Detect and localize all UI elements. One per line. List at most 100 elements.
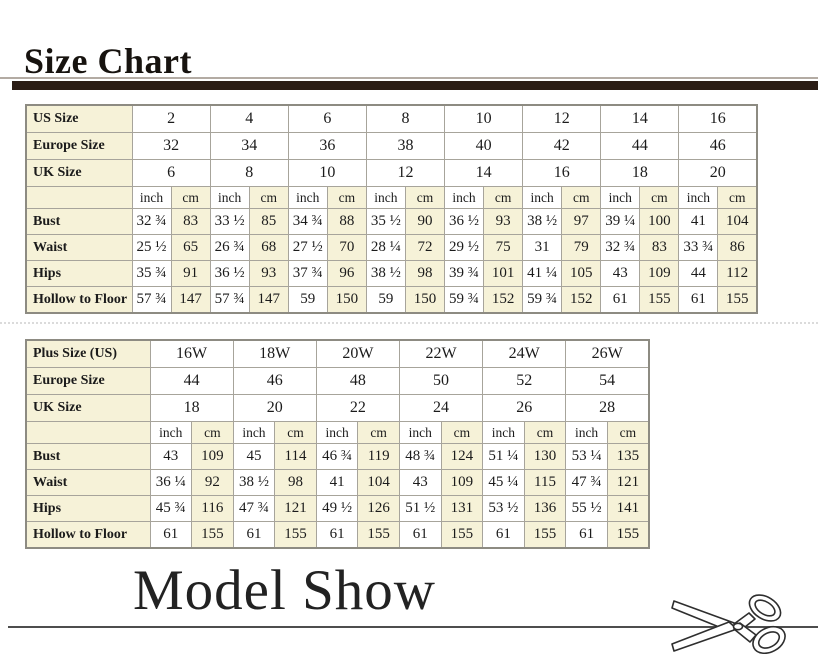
unit-label-cm: cm — [717, 186, 758, 209]
cm-value-cell: 109 — [639, 260, 680, 287]
title-divider-bar — [12, 81, 818, 90]
size-value-cell: 50 — [398, 367, 484, 395]
unit-label-cm: cm — [357, 421, 400, 444]
inch-value-cell: 61 — [149, 521, 193, 549]
size-value-cell: 46 — [678, 132, 758, 160]
cm-value-cell: 72 — [404, 234, 446, 261]
inch-value-cell: 55 ½ — [565, 495, 608, 522]
unit-row: inch cm inch cm inch cm inch cm inch cm inch cm — [25, 421, 650, 444]
unit-row-empty-cell — [25, 421, 151, 444]
size-value-cell: 22W — [398, 339, 484, 368]
inch-value-cell: 45 ¾ — [149, 495, 193, 522]
cm-value-cell: 97 — [561, 208, 602, 235]
inch-value-cell: 59 — [287, 286, 328, 314]
page-title: Size Chart — [24, 41, 192, 81]
inch-value-cell: 33 ¾ — [678, 234, 719, 261]
size-header-row: UK Size 18 20 22 24 26 28 — [25, 394, 650, 422]
measurement-row: Waist 25 ½ 65 26 ¾ 68 27 ½ 70 28 ¼ 72 29 ½ 75 31 79 3… — [25, 234, 758, 261]
size-value-cell: 54 — [565, 367, 650, 395]
cm-value-cell: 131 — [440, 495, 484, 522]
cm-value-cell: 155 — [274, 521, 317, 549]
row-label: Europe Size — [25, 367, 151, 395]
inch-value-cell: 38 ½ — [365, 260, 406, 287]
cm-value-cell: 155 — [440, 521, 484, 549]
size-value-cell: 20W — [315, 339, 400, 368]
size-value-cell: 6 — [287, 104, 367, 133]
measurement-row: Hollow to Floor 61 155 61 155 61 155 61 155 61 155… — [25, 521, 650, 549]
unit-label-inch: inch — [398, 421, 442, 444]
cm-value-cell: 141 — [606, 495, 650, 522]
inch-value-cell: 41 ¼ — [522, 260, 563, 287]
inch-value-cell: 39 ¾ — [443, 260, 485, 287]
inch-value-cell: 25 ½ — [131, 234, 172, 261]
inch-value-cell: 61 — [398, 521, 442, 549]
cm-value-cell: 119 — [357, 443, 400, 470]
size-value-cell: 18W — [232, 339, 317, 368]
cm-value-cell: 93 — [483, 208, 524, 235]
inch-value-cell: 35 ½ — [365, 208, 406, 235]
inch-value-cell: 29 ½ — [443, 234, 485, 261]
cm-value-cell: 109 — [191, 443, 234, 470]
cm-value-cell: 70 — [326, 234, 367, 261]
unit-label-cm: cm — [170, 186, 211, 209]
size-value-cell: 44 — [600, 132, 680, 160]
size-value-cell: 44 — [149, 367, 234, 395]
inch-value-cell: 43 — [398, 469, 442, 496]
inch-value-cell: 57 ¾ — [209, 286, 250, 314]
standard-sizes-table: US Size 2 4 6 8 10 12 14 16 Europe Size 32 34 36 38 40… — [25, 104, 758, 314]
cm-value-cell: 121 — [274, 495, 317, 522]
unit-label-cm: cm — [440, 421, 484, 444]
inch-value-cell: 46 ¾ — [315, 443, 359, 470]
inch-value-cell: 61 — [315, 521, 359, 549]
row-label: Bust — [25, 208, 133, 235]
cm-value-cell: 75 — [483, 234, 524, 261]
cm-value-cell: 68 — [248, 234, 289, 261]
inch-value-cell: 48 ¾ — [398, 443, 442, 470]
size-value-cell: 12 — [365, 159, 446, 187]
size-value-cell: 24 — [398, 394, 484, 422]
inch-value-cell: 59 ¾ — [522, 286, 563, 314]
inch-value-cell: 27 ½ — [287, 234, 328, 261]
cm-value-cell: 155 — [606, 521, 650, 549]
cm-value-cell: 96 — [326, 260, 367, 287]
cm-value-cell: 152 — [561, 286, 602, 314]
inch-value-cell: 34 ¾ — [287, 208, 328, 235]
cm-value-cell: 105 — [561, 260, 602, 287]
cm-value-cell: 155 — [191, 521, 234, 549]
cm-value-cell: 126 — [357, 495, 400, 522]
size-value-cell: 42 — [522, 132, 602, 160]
cm-value-cell: 88 — [326, 208, 367, 235]
size-value-cell: 14 — [443, 159, 524, 187]
cm-value-cell: 109 — [440, 469, 484, 496]
row-label: Europe Size — [25, 132, 133, 160]
inch-value-cell: 59 ¾ — [443, 286, 485, 314]
unit-label-cm: cm — [483, 186, 524, 209]
size-value-cell: 8 — [209, 159, 289, 187]
row-label: Hollow to Floor — [25, 521, 151, 549]
size-value-cell: 24W — [482, 339, 567, 368]
cm-value-cell: 98 — [404, 260, 446, 287]
row-label: Bust — [25, 443, 151, 470]
unit-label-inch: inch — [565, 421, 608, 444]
inch-value-cell: 32 ¾ — [131, 208, 172, 235]
cm-value-cell: 83 — [170, 208, 211, 235]
unit-label-inch: inch — [482, 421, 525, 444]
unit-label-inch: inch — [209, 186, 250, 209]
scissors-icon — [671, 594, 786, 654]
size-value-cell: 38 — [365, 132, 446, 160]
inch-value-cell: 38 ½ — [522, 208, 563, 235]
size-value-cell: 28 — [565, 394, 650, 422]
size-value-cell: 10 — [443, 104, 524, 133]
size-value-cell: 16 — [522, 159, 602, 187]
unit-label-inch: inch — [600, 186, 641, 209]
row-label: Waist — [25, 234, 133, 261]
measurement-row: Hollow to Floor 57 ¾ 147 57 ¾ 147 59 150 59 150 5… — [25, 286, 758, 314]
row-label: Hollow to Floor — [25, 286, 133, 314]
unit-label-inch: inch — [232, 421, 276, 444]
unit-label-cm: cm — [326, 186, 367, 209]
size-value-cell: 40 — [443, 132, 524, 160]
cm-value-cell: 121 — [606, 469, 650, 496]
measurement-row: Hips 45 ¾ 116 47 ¾ 121 49 ½ 126 51 ½ 131 53 ½ 136 5… — [25, 495, 650, 522]
cm-value-cell: 83 — [639, 234, 680, 261]
